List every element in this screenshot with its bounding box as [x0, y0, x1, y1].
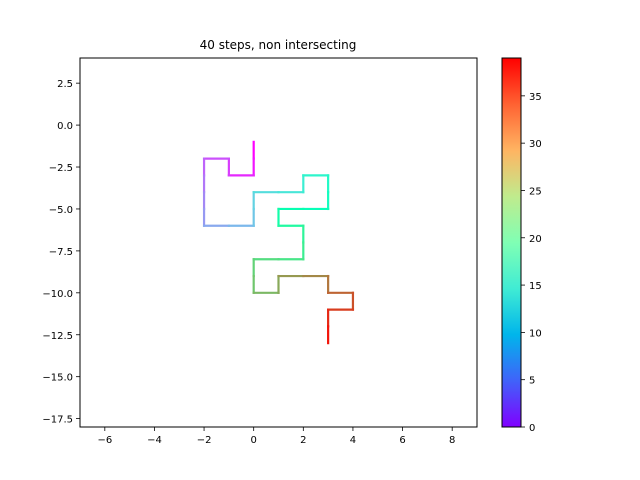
y-tick-label: −10.0 [42, 289, 73, 300]
x-tick-label: 2 [300, 435, 306, 446]
colorbar-tick-label: 35 [529, 92, 542, 103]
y-tick-label: −12.5 [42, 331, 73, 342]
colorbar-tick-label: 15 [529, 281, 542, 292]
y-tick-label: −15.0 [42, 373, 73, 384]
colorbar-tick-label: 30 [529, 139, 542, 150]
walk-path [202, 140, 355, 345]
colorbar-tick-label: 5 [529, 376, 535, 387]
y-tick-label: −17.5 [42, 415, 73, 426]
x-tick-label: −4 [147, 435, 162, 446]
y-tick-label: −5.0 [49, 205, 73, 216]
x-tick-label: 0 [251, 435, 257, 446]
colorbar-tick-label: 10 [529, 328, 542, 339]
y-tick-label: −7.5 [49, 247, 73, 258]
plot-area [80, 58, 477, 427]
x-tick-label: 6 [399, 435, 405, 446]
plot-frame [79, 57, 478, 428]
colorbar-tick-label: 20 [529, 234, 542, 245]
x-axis: −6 −4 −2 0 2 4 6 8 [97, 427, 455, 446]
colorbar [501, 57, 522, 428]
colorbar-tick-label: 25 [529, 186, 542, 197]
y-axis: 2.5 0.0 −2.5 −5.0 −7.5 −10.0 −12.5 −15.0 −17.5 [42, 79, 80, 426]
colorbar-axis: 0 5 10 15 20 25 30 35 [521, 92, 542, 434]
chart-title: 40 steps, non intersecting [200, 38, 357, 52]
y-tick-label: 0.0 [57, 121, 73, 132]
y-tick-label: −2.5 [49, 163, 73, 174]
y-tick-label: 2.5 [57, 79, 73, 90]
x-tick-label: 8 [449, 435, 455, 446]
x-tick-label: −6 [97, 435, 112, 446]
x-tick-label: 4 [350, 435, 356, 446]
x-tick-label: −2 [197, 435, 212, 446]
colorbar-tick-label: 0 [529, 423, 535, 434]
